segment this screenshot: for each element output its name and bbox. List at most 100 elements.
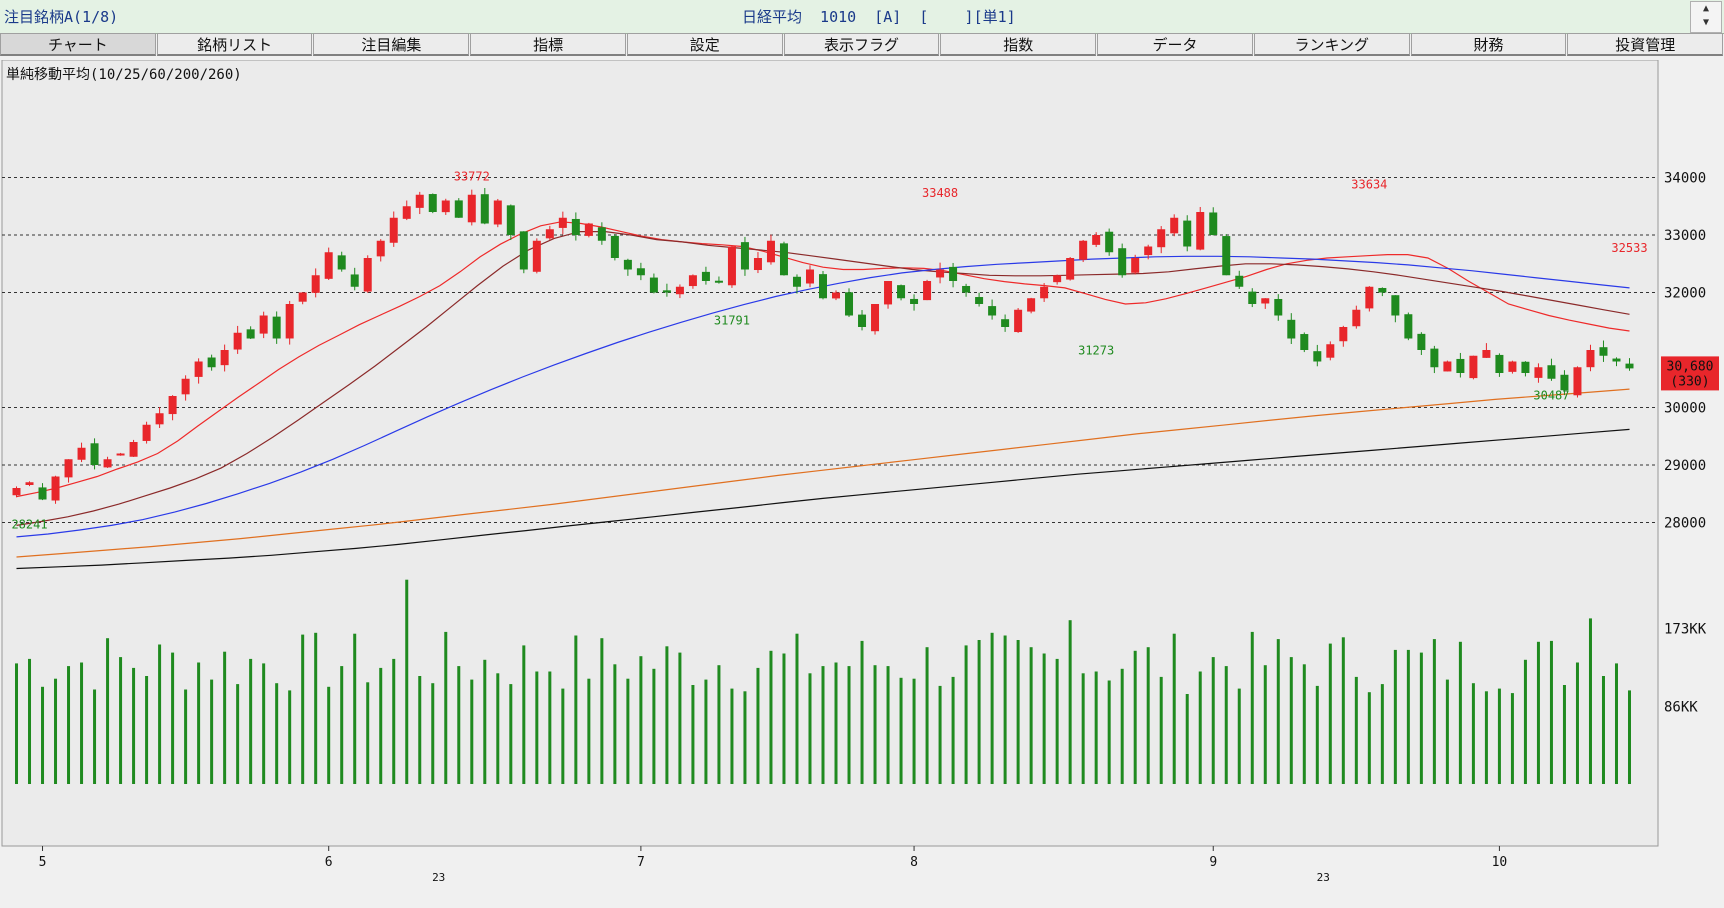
volume-bar	[470, 679, 474, 784]
tab-7[interactable]: データ	[1097, 33, 1253, 56]
candle-body	[832, 292, 841, 299]
volume-bar	[1588, 618, 1592, 784]
volume-bar	[418, 676, 422, 784]
volume-bar	[145, 676, 149, 784]
volume-bar	[54, 678, 58, 784]
candle-body	[1404, 314, 1413, 339]
candle-body	[701, 271, 710, 281]
candle-body	[649, 277, 658, 293]
ma25-line	[16, 231, 1630, 526]
x-tick-label: 10	[1492, 855, 1508, 870]
candle-body	[1391, 295, 1400, 316]
candle-body	[1131, 258, 1140, 273]
candle-body	[38, 487, 47, 500]
price-tick-label: 28000	[1664, 516, 1706, 532]
volume-bar	[1445, 679, 1449, 784]
annotation-low: 31273	[1078, 343, 1114, 357]
annotation-low: 30487	[1533, 388, 1569, 402]
tab-6[interactable]: 指数	[940, 33, 1097, 56]
candle-body	[1066, 258, 1075, 280]
candle-body	[506, 205, 515, 235]
candle-body	[129, 442, 138, 457]
scroll-up-icon[interactable]: ▲	[1702, 3, 1710, 14]
candle-body	[1235, 275, 1244, 287]
volume-bar	[717, 665, 721, 784]
volume-bar	[1146, 647, 1150, 784]
volume-bar	[821, 666, 825, 784]
volume-bar	[860, 640, 864, 784]
candle-body	[1157, 229, 1166, 248]
candle-body	[766, 240, 775, 263]
candle-body	[1079, 240, 1088, 260]
volume-bar	[808, 673, 812, 784]
volume-bar	[106, 638, 110, 784]
candle-body	[337, 255, 346, 270]
candle-body	[480, 194, 489, 224]
candle-body	[428, 194, 437, 212]
volume-bar	[93, 689, 97, 784]
tab-bar: チャート 銘柄リスト 注目編集 指標 設定 表示フラグ 指数 データ ランキング 財務 投資管理	[0, 33, 1724, 58]
candle-body	[1443, 361, 1452, 372]
ma260-line	[16, 428, 1630, 570]
volume-bar	[496, 673, 500, 784]
candle-body	[207, 357, 216, 368]
tab-8[interactable]: ランキング	[1253, 33, 1410, 56]
candle-body	[1339, 327, 1348, 342]
volume-bar	[1133, 650, 1137, 784]
tab-5[interactable]: 表示フラグ	[783, 33, 940, 56]
annotation-high: 32533	[1611, 241, 1647, 255]
volume-bar	[1315, 685, 1319, 784]
tab-0[interactable]: チャート	[0, 33, 156, 56]
volume-bar	[1003, 635, 1007, 784]
list-scroll-control[interactable]: ▲ ▼	[1690, 1, 1722, 33]
candle-body	[493, 200, 502, 225]
scroll-down-icon[interactable]: ▼	[1702, 17, 1710, 28]
annotation-low: 31791	[714, 314, 750, 328]
x-year-label: 23	[432, 871, 445, 884]
x-tick-label: 5	[39, 855, 47, 870]
volume-bar	[782, 653, 786, 784]
volume-bar	[951, 676, 955, 784]
price-badge-change: (330)	[1670, 374, 1709, 389]
annotation-low: 28241	[11, 518, 47, 532]
tab-1[interactable]: 銘柄リスト	[156, 33, 313, 56]
volume-bar	[223, 651, 227, 784]
candle-body	[519, 231, 528, 270]
candle-body	[1209, 212, 1218, 235]
candle-body	[25, 482, 34, 485]
price-badge-value: 30,680	[1667, 359, 1714, 374]
volume-bar	[80, 662, 84, 784]
price-tick-label: 30000	[1664, 401, 1706, 417]
volume-bar	[457, 666, 461, 784]
volume-bar	[483, 659, 487, 784]
price-volume-chart: 34000 33000 32000 30000 29000 28000 173KK 86KK 2…	[1, 60, 1719, 884]
volume-bar	[873, 665, 877, 784]
candle-body	[1170, 217, 1179, 234]
candle-body	[1001, 319, 1010, 327]
volume-bar	[574, 635, 578, 784]
volume-bar	[938, 685, 942, 784]
candle-body	[1599, 347, 1608, 356]
tab-4[interactable]: 設定	[626, 33, 783, 56]
tab-10[interactable]: 投資管理	[1567, 33, 1724, 56]
volume-bar	[1406, 649, 1410, 784]
volume-bar	[561, 688, 565, 784]
candle-body	[988, 306, 997, 316]
candle-body	[1105, 231, 1114, 253]
candle-body	[975, 297, 984, 304]
tab-2[interactable]: 注目編集	[313, 33, 470, 56]
volume-bar	[1198, 671, 1202, 784]
volume-bar	[600, 638, 604, 784]
candle-body	[259, 315, 268, 334]
volume-bar	[1224, 666, 1228, 784]
volume-bar	[301, 634, 305, 784]
tab-9[interactable]: 財務	[1410, 33, 1567, 56]
candle-body	[1014, 309, 1023, 333]
tab-3[interactable]: 指標	[470, 33, 626, 56]
volume-bar	[1263, 665, 1267, 784]
volume-bar	[1341, 637, 1345, 784]
candle-body	[1534, 367, 1543, 378]
candle-body	[1287, 319, 1296, 339]
volume-bar	[743, 691, 747, 784]
volume-bar	[1081, 673, 1085, 784]
